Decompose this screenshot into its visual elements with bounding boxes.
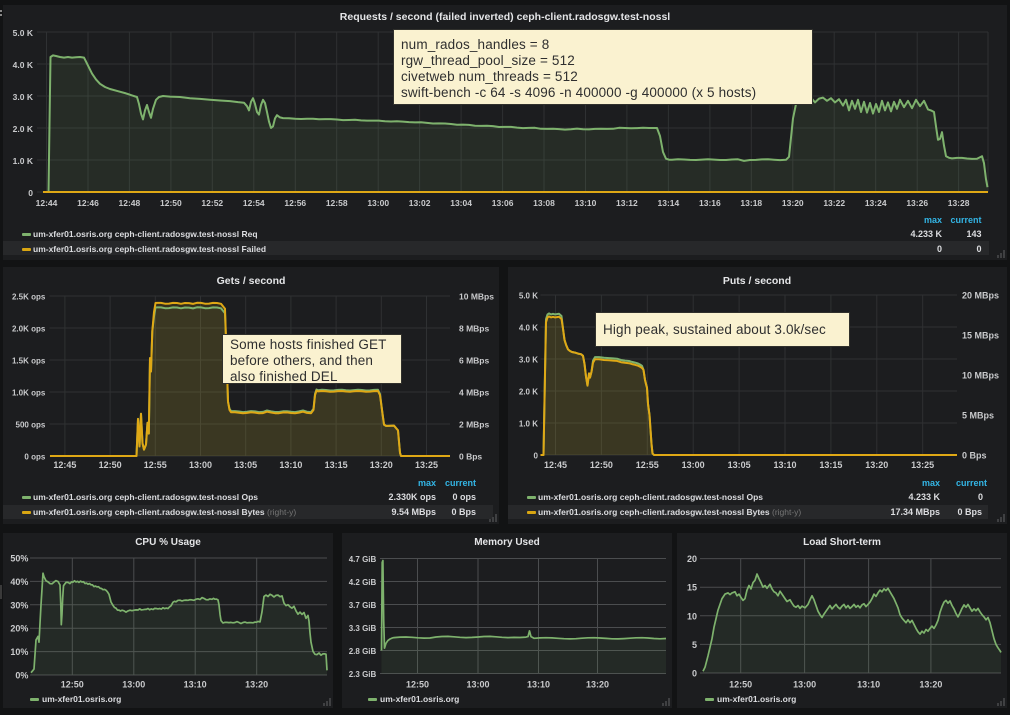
svg-text:13:20: 13:20 [782, 198, 804, 208]
svg-text:1.5K ops: 1.5K ops [12, 357, 46, 366]
svg-text:10: 10 [687, 611, 697, 621]
svg-text:13:10: 13:10 [279, 460, 302, 470]
svg-text:2.0 K: 2.0 K [519, 388, 538, 397]
svg-text:13:26: 13:26 [906, 198, 928, 208]
svg-text:13:10: 13:10 [773, 460, 796, 470]
svg-text:10 MBps: 10 MBps [459, 292, 494, 302]
svg-text:10%: 10% [10, 647, 28, 657]
svg-text:4.2 GiB: 4.2 GiB [349, 578, 377, 587]
svg-text:13:02: 13:02 [409, 198, 431, 208]
svg-text:13:00: 13:00 [122, 680, 145, 690]
svg-text:1.0K ops: 1.0K ops [12, 389, 46, 398]
svg-text:12:55: 12:55 [636, 460, 659, 470]
svg-text:13:00: 13:00 [367, 198, 389, 208]
svg-text:12:50: 12:50 [61, 680, 84, 690]
svg-text:500 ops: 500 ops [16, 421, 46, 430]
svg-text:13:08: 13:08 [533, 198, 555, 208]
svg-text:13:10: 13:10 [857, 680, 880, 690]
svg-text:2.0 K: 2.0 K [13, 124, 34, 134]
svg-text:5: 5 [692, 640, 697, 650]
svg-text:5.0 K: 5.0 K [13, 28, 34, 38]
svg-text:13:05: 13:05 [234, 460, 257, 470]
svg-text:4.0 K: 4.0 K [519, 324, 538, 333]
svg-text:12:55: 12:55 [144, 460, 167, 470]
svg-text:15 MBps: 15 MBps [962, 331, 999, 341]
svg-text:3.3 GiB: 3.3 GiB [349, 624, 377, 633]
svg-text:15: 15 [687, 583, 697, 593]
svg-text:0 ops: 0 ops [24, 453, 45, 462]
svg-text:0: 0 [28, 188, 33, 198]
svg-text:13:00: 13:00 [682, 460, 705, 470]
svg-text:30%: 30% [10, 600, 28, 610]
svg-text:12:54: 12:54 [243, 198, 265, 208]
svg-text:10 MBps: 10 MBps [962, 371, 999, 381]
svg-text:13:10: 13:10 [575, 198, 597, 208]
svg-text:3.0 K: 3.0 K [13, 92, 34, 102]
svg-text:12:50: 12:50 [590, 460, 613, 470]
svg-text:5 MBps: 5 MBps [962, 411, 994, 421]
svg-text:13:10: 13:10 [527, 680, 550, 690]
svg-text:2.3 GiB: 2.3 GiB [349, 670, 377, 679]
svg-text:13:24: 13:24 [865, 198, 887, 208]
svg-text:12:50: 12:50 [729, 680, 752, 690]
svg-text:13:28: 13:28 [948, 198, 970, 208]
svg-text:13:20: 13:20 [865, 460, 888, 470]
svg-text:13:22: 13:22 [823, 198, 845, 208]
svg-text:12:45: 12:45 [53, 460, 76, 470]
svg-text:12:48: 12:48 [119, 198, 141, 208]
svg-text:13:15: 13:15 [819, 460, 842, 470]
svg-text:40%: 40% [10, 577, 28, 587]
svg-text:0 Bps: 0 Bps [962, 451, 987, 461]
svg-text:13:04: 13:04 [450, 198, 472, 208]
svg-text:13:06: 13:06 [492, 198, 514, 208]
svg-text:0%: 0% [15, 671, 28, 681]
svg-text:0 Bps: 0 Bps [459, 452, 482, 462]
svg-text:6 MBps: 6 MBps [459, 356, 490, 366]
svg-text:4.7 GiB: 4.7 GiB [349, 555, 377, 564]
svg-text:13:10: 13:10 [184, 680, 207, 690]
svg-text:13:00: 13:00 [793, 680, 816, 690]
svg-text:12:56: 12:56 [284, 198, 306, 208]
svg-text:13:00: 13:00 [466, 680, 489, 690]
svg-text:0: 0 [692, 669, 697, 679]
svg-text:2.8 GiB: 2.8 GiB [349, 647, 377, 656]
svg-text:2 MBps: 2 MBps [459, 420, 490, 430]
svg-text:13:20: 13:20 [370, 460, 393, 470]
svg-text:3.0 K: 3.0 K [519, 356, 538, 365]
svg-text:13:12: 13:12 [616, 198, 638, 208]
svg-text:13:16: 13:16 [699, 198, 721, 208]
svg-text:1.0 K: 1.0 K [519, 420, 538, 429]
svg-text:12:44: 12:44 [36, 198, 58, 208]
svg-text:3.7 GiB: 3.7 GiB [349, 601, 377, 610]
svg-text:20%: 20% [10, 624, 28, 634]
svg-text:20: 20 [687, 554, 697, 564]
svg-text:5.0 K: 5.0 K [519, 292, 538, 301]
svg-text:50%: 50% [10, 554, 28, 564]
svg-text:12:46: 12:46 [77, 198, 99, 208]
svg-text:13:20: 13:20 [245, 680, 268, 690]
svg-text:13:18: 13:18 [740, 198, 762, 208]
svg-text:1.0 K: 1.0 K [13, 156, 34, 166]
svg-text:4 MBps: 4 MBps [459, 388, 490, 398]
svg-text:12:50: 12:50 [406, 680, 429, 690]
svg-text:2.0K ops: 2.0K ops [12, 325, 46, 334]
svg-text:13:20: 13:20 [919, 680, 942, 690]
svg-text:12:58: 12:58 [326, 198, 348, 208]
svg-text:13:00: 13:00 [189, 460, 212, 470]
svg-text:8 MBps: 8 MBps [459, 324, 490, 334]
svg-text:4.0 K: 4.0 K [13, 60, 34, 70]
svg-text:2.5K ops: 2.5K ops [12, 293, 46, 302]
svg-text:13:25: 13:25 [911, 460, 934, 470]
svg-text:12:50: 12:50 [160, 198, 182, 208]
svg-text:13:14: 13:14 [658, 198, 680, 208]
svg-text:0: 0 [534, 452, 539, 461]
svg-text:13:25: 13:25 [415, 460, 438, 470]
svg-text:12:45: 12:45 [544, 460, 567, 470]
svg-text:13:05: 13:05 [728, 460, 751, 470]
svg-text:13:15: 13:15 [325, 460, 348, 470]
svg-text:12:52: 12:52 [201, 198, 223, 208]
svg-text:13:20: 13:20 [586, 680, 609, 690]
svg-text:20 MBps: 20 MBps [962, 291, 999, 301]
svg-text:12:50: 12:50 [99, 460, 122, 470]
